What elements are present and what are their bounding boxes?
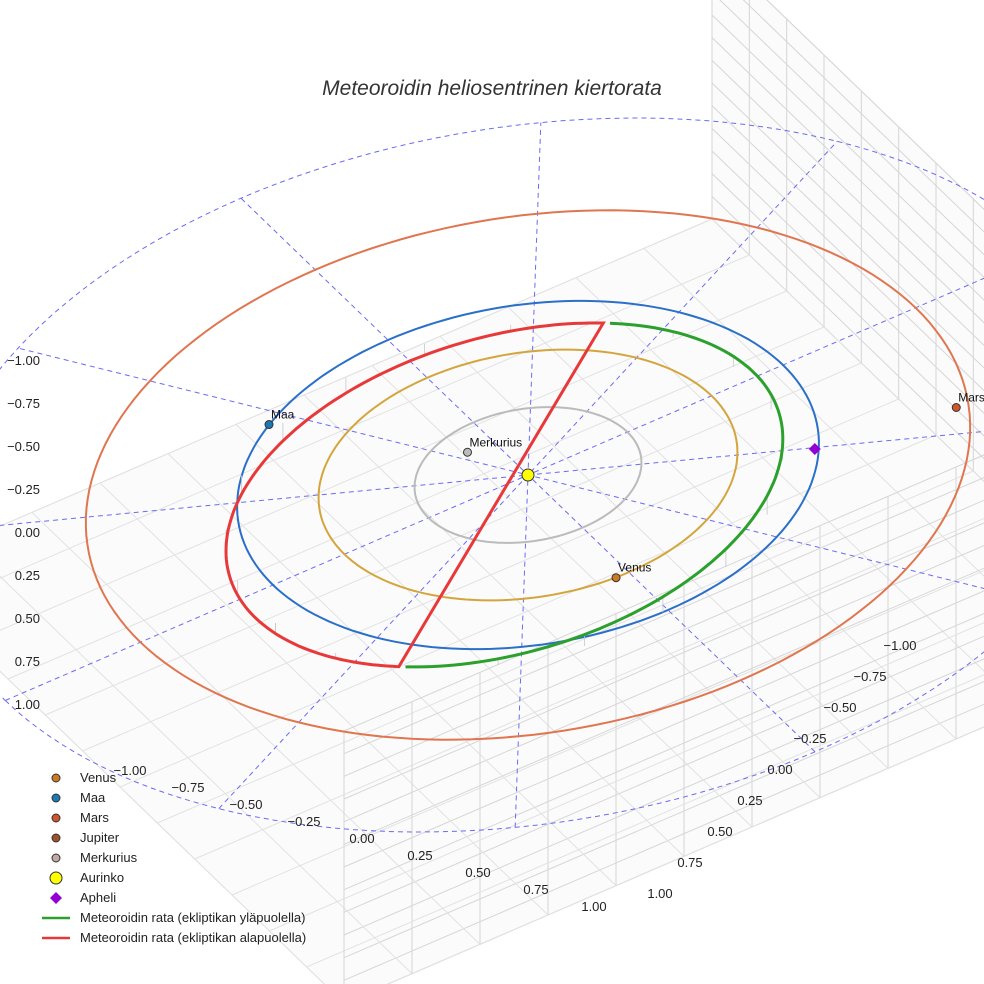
label-venus: Venus [618, 561, 651, 575]
orbit-maa [236, 299, 820, 651]
marker-mars [951, 403, 961, 412]
x-tick-label: 0.25 [407, 848, 432, 863]
grid-line [742, 0, 984, 233]
x-tick-label: −1.00 [114, 763, 147, 778]
grid-line [711, 14, 984, 278]
y-tick-label: −0.50 [824, 700, 857, 715]
meteoroid-orbit [224, 321, 785, 669]
x-tick-label: 0.75 [523, 882, 548, 897]
label-maa: Maa [271, 408, 295, 422]
z-tick-label: 1.00 [15, 697, 40, 712]
z-tick-label: 0.25 [15, 568, 40, 583]
legend-swatch [51, 813, 61, 823]
y-tick-label: 0.00 [767, 762, 792, 777]
y-tick-label: −0.75 [854, 669, 887, 684]
legend-label: Maa [80, 790, 106, 805]
grid-line [0, 670, 326, 984]
marker-aurinko [521, 468, 535, 482]
marker-venus [611, 573, 621, 583]
legend-label: Mars [80, 810, 109, 825]
y-tick-label: 0.75 [677, 855, 702, 870]
grid-line [269, 622, 984, 932]
legend-swatch [51, 773, 61, 783]
y-tick-label: 1.00 [647, 886, 672, 901]
grid-line [343, 499, 984, 777]
legend-label: Merkurius [80, 850, 138, 865]
grid-line [386, 726, 984, 984]
chart-title: Meteoroidin heliosentrinen kiertorata [322, 77, 662, 100]
x-tick-label: 0.00 [349, 831, 374, 846]
grid-line [766, 0, 984, 210]
z-tick-label: 0.75 [15, 654, 40, 669]
grid-line [306, 674, 984, 968]
meteoroid-orbit-above [405, 321, 785, 669]
grid-line [343, 477, 984, 755]
legend-label: Jupiter [80, 830, 120, 845]
marker-maa [264, 420, 274, 430]
legend-swatch [49, 871, 63, 885]
x-tick-label: 0.50 [465, 865, 490, 880]
y-tick-label: 0.25 [737, 793, 762, 808]
x-tick-label: −0.75 [172, 780, 205, 795]
bodies: Venus Maa Mars Merkurius [264, 391, 984, 583]
legend-swatch [51, 853, 61, 863]
z-tick-label: −0.50 [7, 439, 40, 454]
label-merkurius: Merkurius [470, 435, 523, 449]
legend-label: Venus [80, 770, 117, 785]
legend-swatch [51, 833, 61, 843]
grid-line [0, 575, 413, 975]
z-tick-label: 0.50 [15, 611, 40, 626]
legend-label: Meteoroidin rata (ekliptikan yläpuolella… [80, 910, 305, 925]
legend: Venus Maa Mars Jupiter Merkurius Aurinko Aphel… [42, 770, 306, 945]
orbit-mars [84, 209, 972, 741]
x-tick-label: 1.00 [581, 899, 606, 914]
legend-label: Apheli [80, 890, 116, 905]
marker-merkurius [463, 447, 472, 457]
y-tick-label: −1.00 [884, 638, 917, 653]
orbit-merkurius [413, 406, 643, 544]
grid-line [711, 82, 984, 346]
grid-line [711, 59, 984, 324]
y-tick-label: 0.50 [707, 824, 732, 839]
legend-swatch [50, 892, 62, 904]
orbit-venus [317, 348, 739, 602]
grid-line [343, 454, 984, 732]
legend-label: Aurinko [80, 870, 124, 885]
legend-label: Meteoroidin rata (ekliptikan alapuolella… [80, 930, 306, 945]
z-tick-label: 0.00 [15, 525, 40, 540]
y-tick-label: −0.25 [794, 731, 827, 746]
z-tick-label: −1.00 [7, 353, 40, 368]
z-tick-label: −0.25 [7, 482, 40, 497]
grid-line [711, 37, 984, 301]
marker-apheli [808, 443, 821, 455]
meteoroid-orbit-below [224, 321, 606, 669]
axis-ticks: −1.00 −0.75 −0.50 −0.25 0.00 0.25 0.50 0.75 1.00… [7, 353, 916, 914]
planet-orbits [84, 209, 972, 741]
legend-swatch [51, 793, 61, 803]
label-mars: Mars [958, 391, 984, 405]
x-tick-label: −0.50 [230, 797, 263, 812]
z-tick-label: −0.75 [7, 396, 40, 411]
grid-line [719, 0, 984, 256]
x-tick-label: −0.25 [288, 814, 321, 829]
